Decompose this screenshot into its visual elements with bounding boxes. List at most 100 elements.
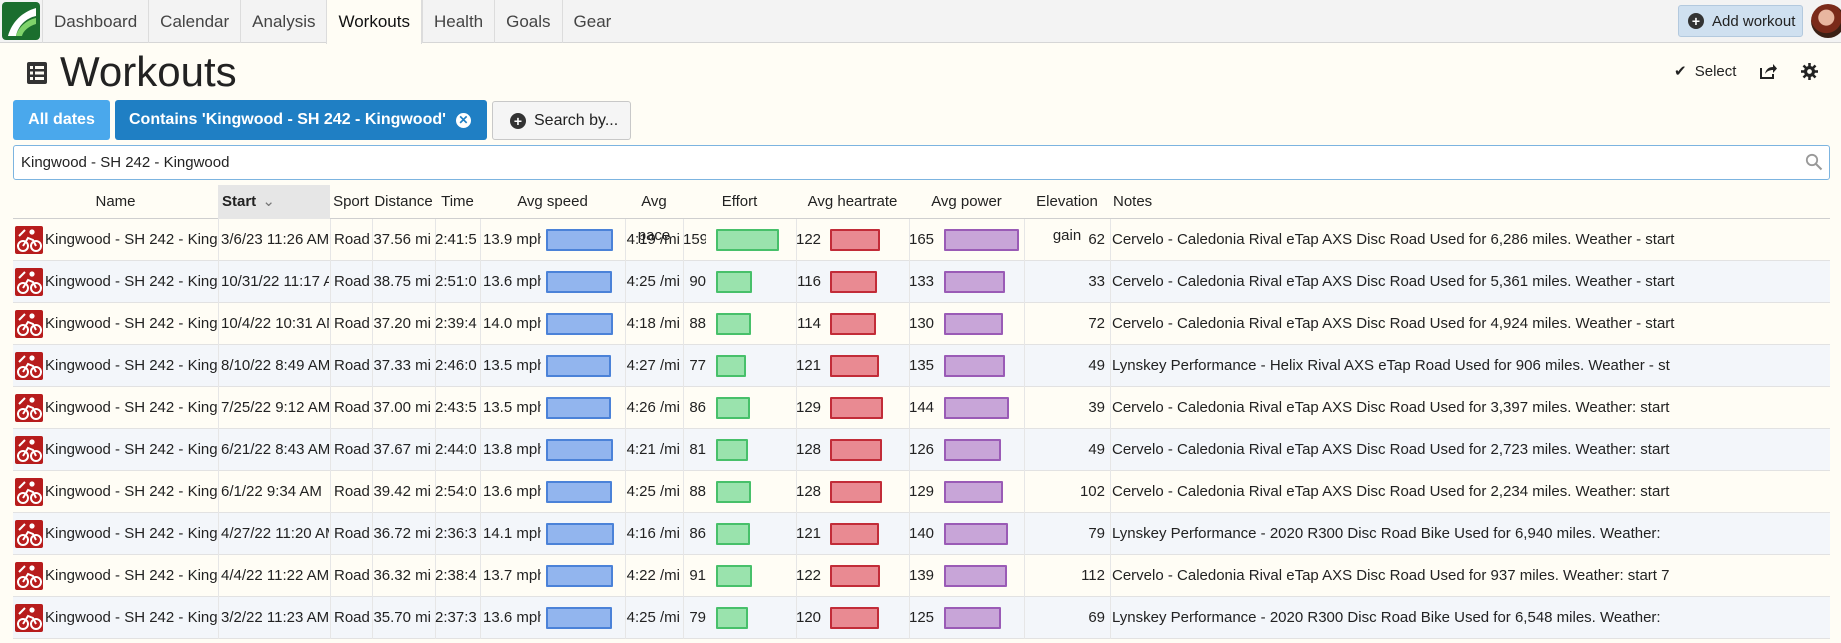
cell-time: 2:41:52 xyxy=(435,231,477,248)
speed-bar xyxy=(546,271,612,293)
tab-workouts[interactable]: Workouts xyxy=(326,0,422,44)
column-divider xyxy=(1024,261,1025,303)
table-body: Kingwood - SH 242 - Kingwood3/6/23 11:26… xyxy=(13,219,1830,639)
cell-distance: 36.32 mi xyxy=(373,567,431,584)
share-icon[interactable] xyxy=(1759,63,1777,80)
col-time[interactable]: Time xyxy=(441,193,474,210)
effort-bar xyxy=(716,565,752,587)
avatar[interactable] xyxy=(1811,4,1841,38)
speed-bar xyxy=(546,439,613,461)
effort-bar xyxy=(716,313,751,335)
tab-goals[interactable]: Goals xyxy=(494,0,561,43)
column-divider xyxy=(372,219,373,261)
col-start[interactable]: Start ⌄ xyxy=(218,185,330,219)
cell-name[interactable]: Kingwood - SH 242 - Kingwood xyxy=(45,567,217,584)
column-divider xyxy=(435,471,436,513)
column-divider xyxy=(796,513,797,555)
select-button[interactable]: ✔ Select xyxy=(1674,62,1736,80)
cell-name[interactable]: Kingwood - SH 242 - Kingwood xyxy=(45,273,217,290)
gear-icon[interactable] xyxy=(1801,63,1818,80)
cell-start: 6/1/22 9:34 AM xyxy=(221,483,322,500)
cell-name[interactable]: Kingwood - SH 242 - Kingwood xyxy=(45,609,217,626)
cell-pace: 4:21 /mi xyxy=(626,441,680,458)
column-divider xyxy=(372,471,373,513)
cell-distance: 37.67 mi xyxy=(373,441,431,458)
column-divider xyxy=(909,261,910,303)
power-bar xyxy=(944,397,1009,419)
hr-bar xyxy=(830,313,876,335)
column-divider xyxy=(796,345,797,387)
tab-gear[interactable]: Gear xyxy=(561,0,623,43)
app-logo-icon[interactable] xyxy=(2,2,40,40)
cell-name[interactable]: Kingwood - SH 242 - Kingwood xyxy=(45,399,217,416)
cell-notes: Cervelo - Caledonia Rival eTap AXS Disc … xyxy=(1112,273,1675,290)
hr-bar xyxy=(830,481,882,503)
col-distance[interactable]: Distance xyxy=(374,193,433,210)
cell-speed: 13.6 mph xyxy=(483,273,541,290)
table-row[interactable]: Kingwood - SH 242 - Kingwood4/27/22 11:2… xyxy=(13,513,1830,555)
table-row[interactable]: Kingwood - SH 242 - Kingwood6/1/22 9:34 … xyxy=(13,471,1830,513)
cell-name[interactable]: Kingwood - SH 242 - Kingwood xyxy=(45,357,217,374)
column-divider xyxy=(909,303,910,345)
column-divider xyxy=(683,429,684,471)
cell-name[interactable]: Kingwood - SH 242 - Kingwood xyxy=(45,441,217,458)
column-divider xyxy=(625,303,626,345)
column-divider xyxy=(330,471,331,513)
column-divider xyxy=(372,303,373,345)
search-by-button[interactable]: + Search by... xyxy=(492,101,631,140)
cell-distance: 37.20 mi xyxy=(373,315,431,332)
col-notes[interactable]: Notes xyxy=(1113,193,1153,210)
column-divider xyxy=(683,387,684,429)
table-row[interactable]: Kingwood - SH 242 - Kingwood10/31/22 11:… xyxy=(13,261,1830,303)
power-bar xyxy=(944,439,1001,461)
col-avg-power[interactable]: Avg power xyxy=(931,193,1002,210)
clear-filter-icon[interactable]: ✕ xyxy=(455,112,471,128)
hr-bar xyxy=(830,439,882,461)
add-workout-button[interactable]: + Add workout xyxy=(1678,5,1803,37)
column-divider xyxy=(683,555,684,597)
column-divider xyxy=(330,597,331,639)
table-row[interactable]: Kingwood - SH 242 - Kingwood10/4/22 10:3… xyxy=(13,303,1830,345)
cell-distance: 36.72 mi xyxy=(373,525,431,542)
contains-filter[interactable]: Contains 'Kingwood - SH 242 - Kingwood' … xyxy=(115,100,487,140)
table-row[interactable]: Kingwood - SH 242 - Kingwood7/25/22 9:12… xyxy=(13,387,1830,429)
cell-name[interactable]: Kingwood - SH 242 - Kingwood xyxy=(45,525,217,542)
search-input[interactable] xyxy=(13,145,1830,180)
select-label: Select xyxy=(1694,63,1737,80)
cell-elev: 69 xyxy=(1088,609,1105,626)
col-effort[interactable]: Effort xyxy=(721,193,758,210)
cell-hr: 122 xyxy=(796,231,821,248)
col-avg-pace[interactable]: Avg pace xyxy=(637,193,671,244)
column-divider xyxy=(330,513,331,555)
col-name[interactable]: Name xyxy=(95,193,136,210)
cell-elev: 72 xyxy=(1088,315,1105,332)
tab-analysis[interactable]: Analysis xyxy=(240,0,326,43)
col-avg-speed[interactable]: Avg speed xyxy=(517,193,588,210)
column-divider xyxy=(435,261,436,303)
cell-sport: Road xyxy=(334,483,370,500)
column-divider xyxy=(1110,219,1111,261)
cell-name[interactable]: Kingwood - SH 242 - Kingwood xyxy=(45,231,217,248)
cell-name[interactable]: Kingwood - SH 242 - Kingwood xyxy=(45,315,217,332)
column-divider xyxy=(683,597,684,639)
tab-calendar[interactable]: Calendar xyxy=(148,0,240,43)
search-icon[interactable] xyxy=(1805,153,1823,171)
table-row[interactable]: Kingwood - SH 242 - Kingwood3/6/23 11:26… xyxy=(13,219,1830,261)
column-divider xyxy=(1110,471,1111,513)
col-avg-heartrate[interactable]: Avg heartrate xyxy=(807,193,898,210)
tab-dashboard[interactable]: Dashboard xyxy=(42,0,148,43)
col-sport[interactable]: Sport xyxy=(333,193,369,210)
cell-sport: Road xyxy=(334,273,370,290)
cell-notes: Cervelo - Caledonia Rival eTap AXS Disc … xyxy=(1112,399,1670,416)
col-elevation-gain[interactable]: Elevation gain xyxy=(1036,193,1098,244)
cell-pace: 4:25 /mi xyxy=(626,609,680,626)
table-row[interactable]: Kingwood - SH 242 - Kingwood4/4/22 11:22… xyxy=(13,555,1830,597)
table-row[interactable]: Kingwood - SH 242 - Kingwood8/10/22 8:49… xyxy=(13,345,1830,387)
tab-health[interactable]: Health xyxy=(421,0,494,43)
road-cycling-icon xyxy=(15,520,43,548)
cell-name[interactable]: Kingwood - SH 242 - Kingwood xyxy=(45,483,217,500)
table-row[interactable]: Kingwood - SH 242 - Kingwood6/21/22 8:43… xyxy=(13,429,1830,471)
all-dates-filter[interactable]: All dates xyxy=(13,100,110,140)
table-row[interactable]: Kingwood - SH 242 - Kingwood3/2/22 11:23… xyxy=(13,597,1830,639)
cell-elev: 62 xyxy=(1088,231,1105,248)
